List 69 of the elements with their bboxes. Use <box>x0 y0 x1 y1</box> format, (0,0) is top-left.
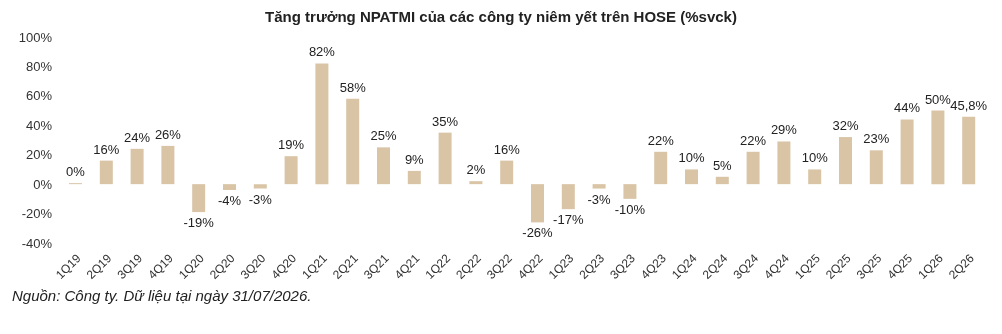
data-label: 44% <box>894 100 921 116</box>
data-label: 26% <box>154 126 182 142</box>
bar <box>315 63 329 185</box>
y-tick-label: 80% <box>25 59 53 75</box>
y-tick-label: 20% <box>25 147 53 163</box>
bar <box>561 184 575 210</box>
data-label: -17% <box>553 212 584 228</box>
bar <box>253 184 267 189</box>
data-label: -10% <box>614 201 646 217</box>
bar <box>685 169 698 185</box>
text: Nguồn: Công ty. Dữ liệu tại ngày 31/07/2026. <box>12 287 313 304</box>
data-label: 16% <box>493 141 521 157</box>
data-label: 82% <box>308 44 336 60</box>
data-label: 35% <box>432 113 459 129</box>
bar <box>777 141 791 185</box>
data-label: 29% <box>770 122 798 138</box>
data-label: -4% <box>217 193 242 209</box>
data-label: 45,8% <box>950 97 988 113</box>
bar <box>161 145 175 185</box>
chart-title: Tăng trưởng NPATMI của các công ty niêm yết trên HOSE (%svck) <box>264 8 738 25</box>
bar <box>869 150 883 185</box>
bar <box>99 160 113 185</box>
bar <box>962 116 976 185</box>
data-label: 19% <box>278 137 305 153</box>
bar <box>746 151 760 185</box>
data-label: 24% <box>124 129 151 145</box>
y-tick-label: -20% <box>21 206 53 222</box>
bar <box>715 176 729 185</box>
data-label: 25% <box>370 128 397 144</box>
data-label: -26% <box>522 225 554 241</box>
bar <box>223 184 236 191</box>
bar <box>531 184 544 223</box>
data-label: 10% <box>678 150 705 166</box>
data-label: 10% <box>801 150 829 166</box>
bar <box>130 148 144 185</box>
bar <box>469 181 483 185</box>
data-label: 58% <box>339 79 367 95</box>
bar <box>407 170 421 185</box>
bar <box>623 184 637 199</box>
bar <box>592 184 606 189</box>
data-label: 22% <box>647 132 675 148</box>
y-tick-label: 40% <box>25 117 53 133</box>
data-label: 23% <box>863 131 890 147</box>
data-label: -19% <box>183 215 215 231</box>
data-label: -3% <box>248 191 273 207</box>
data-label: 5% <box>712 157 733 173</box>
data-label: 2% <box>466 162 486 178</box>
data-label: 22% <box>740 132 767 148</box>
bar <box>346 98 360 185</box>
bar <box>808 169 822 185</box>
y-tick-label: 0% <box>33 176 53 192</box>
bar <box>931 110 945 185</box>
y-tick-label: -40% <box>21 235 53 251</box>
bar <box>500 160 514 185</box>
y-tick-label: 100% <box>18 29 53 45</box>
data-label: 16% <box>93 141 120 157</box>
bar <box>900 119 914 185</box>
data-label: 9% <box>404 151 425 167</box>
data-label: 50% <box>924 91 952 107</box>
data-label: 0% <box>66 164 86 180</box>
y-tick-label: 60% <box>25 88 53 104</box>
data-label: 32% <box>832 118 859 134</box>
bar <box>654 151 668 185</box>
bar <box>192 184 206 213</box>
bar <box>438 132 452 185</box>
bar <box>839 137 852 185</box>
bar <box>377 147 390 185</box>
data-label: -3% <box>587 191 612 207</box>
bar <box>284 156 298 185</box>
